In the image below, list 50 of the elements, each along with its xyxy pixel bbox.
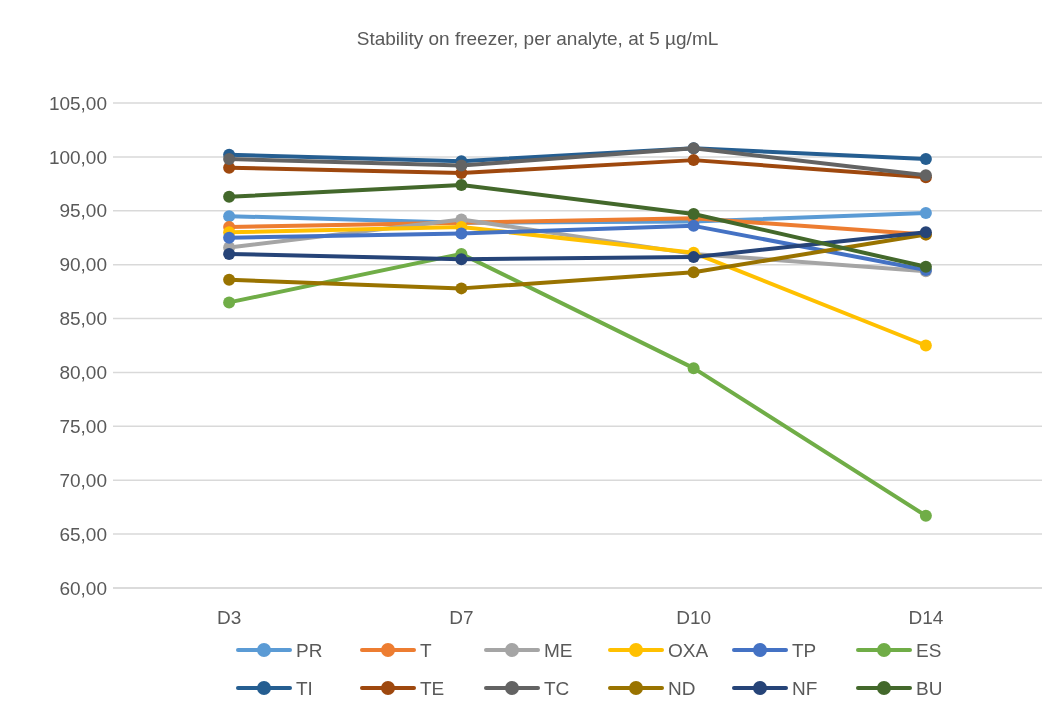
point <box>919 206 932 219</box>
point <box>919 509 932 522</box>
x-tick-label: D3 <box>216 607 242 628</box>
point <box>223 210 236 223</box>
point <box>223 190 236 203</box>
point <box>223 231 236 244</box>
point <box>919 260 932 273</box>
point <box>223 247 236 260</box>
point <box>223 273 236 286</box>
point <box>687 219 700 232</box>
point <box>919 339 932 352</box>
legend-label: PR <box>296 639 323 661</box>
point <box>455 178 468 191</box>
legend-label: ME <box>544 639 573 661</box>
point <box>455 227 468 240</box>
y-tick-label: 90,00 <box>59 254 107 276</box>
point <box>455 282 468 295</box>
point <box>687 362 700 375</box>
y-tick-label: 60,00 <box>59 577 107 599</box>
legend-label: ND <box>668 677 696 699</box>
point <box>223 153 236 166</box>
point <box>687 154 700 167</box>
legend-label: TI <box>296 677 313 699</box>
y-tick-label: 100,00 <box>48 146 107 168</box>
legend-label: OXA <box>668 639 709 661</box>
legend-label: TE <box>420 677 445 699</box>
point <box>455 253 468 266</box>
legend-label: BU <box>916 677 943 699</box>
point <box>687 208 700 221</box>
point <box>919 153 932 166</box>
y-tick-label: 70,00 <box>59 469 107 491</box>
y-tick-label: 95,00 <box>59 200 107 222</box>
point <box>687 251 700 264</box>
x-tick-label: D10 <box>676 607 712 628</box>
y-tick-label: 105,00 <box>48 92 107 114</box>
legend-label: ES <box>916 639 942 661</box>
y-tick-label: 75,00 <box>59 415 107 437</box>
y-tick-label: 65,00 <box>59 523 107 545</box>
chart-title: Stability on freezer, per analyte, at 5 µg/mL <box>356 28 719 49</box>
x-tick-label: D14 <box>908 607 944 628</box>
point <box>223 296 236 309</box>
y-tick-label: 85,00 <box>59 308 107 330</box>
legend-label: TC <box>544 677 570 699</box>
legend-label: T <box>420 639 432 661</box>
legend-label: TP <box>792 639 817 661</box>
point <box>687 266 700 279</box>
y-tick-label: 80,00 <box>59 362 107 384</box>
point <box>455 159 468 172</box>
x-tick-label: D7 <box>449 607 474 628</box>
legend-label: NF <box>792 677 818 699</box>
